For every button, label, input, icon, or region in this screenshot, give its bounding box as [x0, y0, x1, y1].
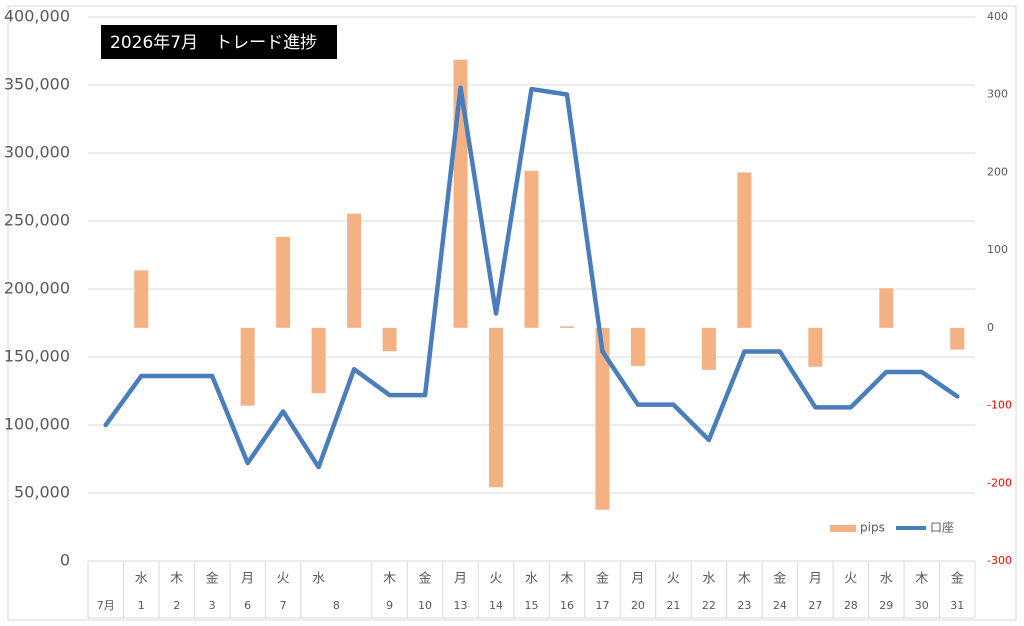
x-weekday-label: 火: [667, 572, 680, 587]
x-tick-label: 15: [525, 599, 539, 612]
y-tick-label: 400,000: [4, 7, 70, 26]
x-tick-label: 22: [702, 599, 716, 612]
y2-tick-label: 0: [987, 321, 994, 334]
x-weekday-label: 水: [135, 572, 148, 587]
x-tick-label: 27: [808, 599, 822, 612]
bar: [595, 327, 610, 510]
x-weekday-label: 木: [915, 572, 928, 587]
legend-label: pips: [860, 521, 885, 535]
x-weekday-label: 木: [738, 572, 751, 587]
x-tick-label: 13: [454, 599, 468, 612]
bar: [879, 288, 894, 328]
bar: [630, 327, 645, 366]
x-weekday-label: 月: [241, 572, 254, 587]
y-tick-label: 150,000: [4, 347, 70, 366]
x-tick-label: 14: [489, 599, 503, 612]
x-weekday-label: 水: [880, 572, 893, 587]
y-tick-label: 0: [60, 551, 70, 570]
title-box: 2026年7月 トレード進捗: [101, 25, 337, 59]
bar: [276, 236, 291, 328]
y2-tick-label: 400: [987, 10, 1008, 23]
x-tick-label: 6: [244, 599, 251, 612]
x-tick-label: 28: [844, 599, 858, 612]
y2-tick-label: -300: [987, 554, 1012, 567]
legend-label: 口座: [930, 520, 954, 535]
bar: [489, 327, 504, 488]
bar: [524, 170, 539, 328]
x-tick-label: 7: [280, 599, 287, 612]
x-tick-label: 20: [631, 599, 645, 612]
x-tick-label: 31: [950, 599, 964, 612]
x-weekday-label: 火: [844, 572, 857, 587]
x-weekday-label: 月: [454, 572, 467, 587]
x-weekday-label: 月: [809, 572, 822, 587]
x-tick-label: 21: [666, 599, 680, 612]
y2-tick-label: 200: [987, 165, 1008, 178]
bar: [950, 327, 965, 350]
x-tick-label: 8: [333, 599, 340, 612]
chart-frame: [7, 5, 1017, 621]
x-weekday-label: 水: [702, 572, 715, 587]
x-tick-label: 10: [418, 599, 432, 612]
bar: [347, 213, 362, 328]
x-tick-label: 1: [138, 599, 145, 612]
title-background: [101, 25, 337, 59]
legend-swatch: [830, 525, 856, 532]
y2-tick-label: 300: [987, 88, 1008, 101]
y-tick-label: 250,000: [4, 211, 70, 230]
x-weekday-label: 金: [773, 571, 786, 587]
y2-tick-label: 100: [987, 243, 1008, 256]
bar: [240, 327, 255, 406]
bar: [737, 172, 752, 328]
x-weekday-label: 木: [383, 572, 396, 587]
y-tick-label: 100,000: [4, 415, 70, 434]
y-tick-label: 200,000: [4, 279, 70, 298]
x-tick-label: 24: [773, 599, 787, 612]
x-tick-label: 16: [560, 599, 574, 612]
y-tick-label: 350,000: [4, 75, 70, 94]
bar: [559, 326, 574, 328]
x-tick-label: 9: [386, 599, 393, 612]
x-weekday-label: 金: [596, 571, 609, 587]
x-weekday-label: 金: [419, 571, 432, 587]
x-weekday-label: 火: [277, 572, 290, 587]
x-weekday-label: 木: [560, 572, 573, 587]
bar: [701, 327, 716, 370]
x-tick-label: 23: [737, 599, 751, 612]
x-tick-label: 30: [915, 599, 929, 612]
bar: [382, 327, 397, 352]
x-weekday-label: 金: [951, 571, 964, 587]
x-weekday-label: 水: [312, 572, 325, 587]
x-weekday-label: 月: [631, 572, 644, 587]
bar: [134, 270, 149, 328]
x-weekday-label: 火: [490, 572, 503, 587]
bar: [808, 327, 823, 367]
x-tick-label: 7月: [97, 599, 115, 612]
x-tick-label: 3: [209, 599, 216, 612]
x-weekday-label: 木: [170, 572, 183, 587]
bar: [311, 327, 326, 394]
x-weekday-label: 水: [525, 572, 538, 587]
line: [103, 85, 960, 470]
y-tick-label: 300,000: [4, 143, 70, 162]
x-weekday-label: 金: [206, 571, 219, 587]
x-tick-label: 17: [595, 599, 609, 612]
x-tick-label: 2: [173, 599, 180, 612]
y-tick-label: 50,000: [14, 483, 70, 502]
y2-tick-label: -100: [987, 399, 1012, 412]
chart-title: 2026年7月 トレード進捗: [110, 33, 317, 53]
x-tick-label: 29: [879, 599, 893, 612]
y2-tick-label: -200: [987, 476, 1012, 489]
